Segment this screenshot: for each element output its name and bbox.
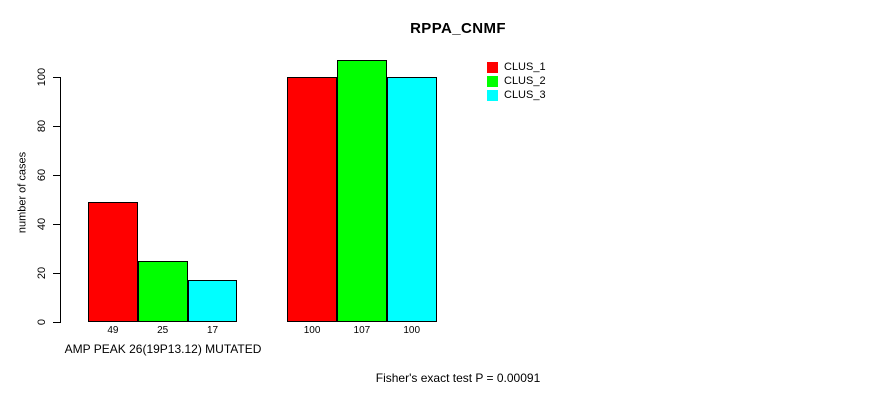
y-tick-label: 40 [36,217,48,231]
y-tick [53,224,60,225]
bar-value-label: 107 [353,325,371,336]
bar-value-label: 49 [107,325,119,336]
legend-label: CLUS_2 [504,75,546,88]
y-tick [53,322,60,323]
legend-label: CLUS_1 [504,61,546,74]
legend-swatch-clus_3 [487,89,498,101]
y-tick-label: 60 [36,168,48,182]
y-axis-line [60,77,61,323]
bar-value-label: 25 [157,325,169,336]
y-tick [53,126,60,127]
bar-clus_3-group2 [386,77,437,322]
bar-clus_1-group1 [88,201,138,322]
y-tick [53,77,60,78]
legend-item-clus_1: CLUS_1 [487,61,546,75]
bar-value-label: 100 [403,325,421,336]
x-category-label: AMP PEAK 26(19P13.12) MUTATED [64,342,262,356]
bar-value-label: 17 [206,325,219,336]
legend-swatch-clus_2 [487,76,498,88]
bar-clus_3-group1 [187,280,238,322]
y-tick-label: 0 [36,318,48,326]
bar-clus_1-group2 [287,77,337,322]
legend-label: CLUS_3 [504,88,546,101]
bar-clus_2-group2 [337,59,387,322]
legend-item-clus_3: CLUS_3 [487,88,546,102]
annotation-text: Fisher's exact test P = 0.00091 [375,371,541,385]
legend-swatch-clus_1 [487,62,498,74]
y-tick [53,273,60,274]
bar-clus_2-group1 [137,260,188,322]
legend-item-clus_2: CLUS_2 [487,75,546,89]
y-tick [53,175,60,176]
y-tick-label: 20 [36,266,48,280]
y-tick-label: 100 [36,67,48,87]
legend: CLUS_1 CLUS_2 CLUS_3 [487,61,546,102]
bar-value-label: 100 [303,325,321,336]
y-tick-label: 80 [36,119,48,133]
chart-title: RPPA_CNMF [410,20,506,37]
